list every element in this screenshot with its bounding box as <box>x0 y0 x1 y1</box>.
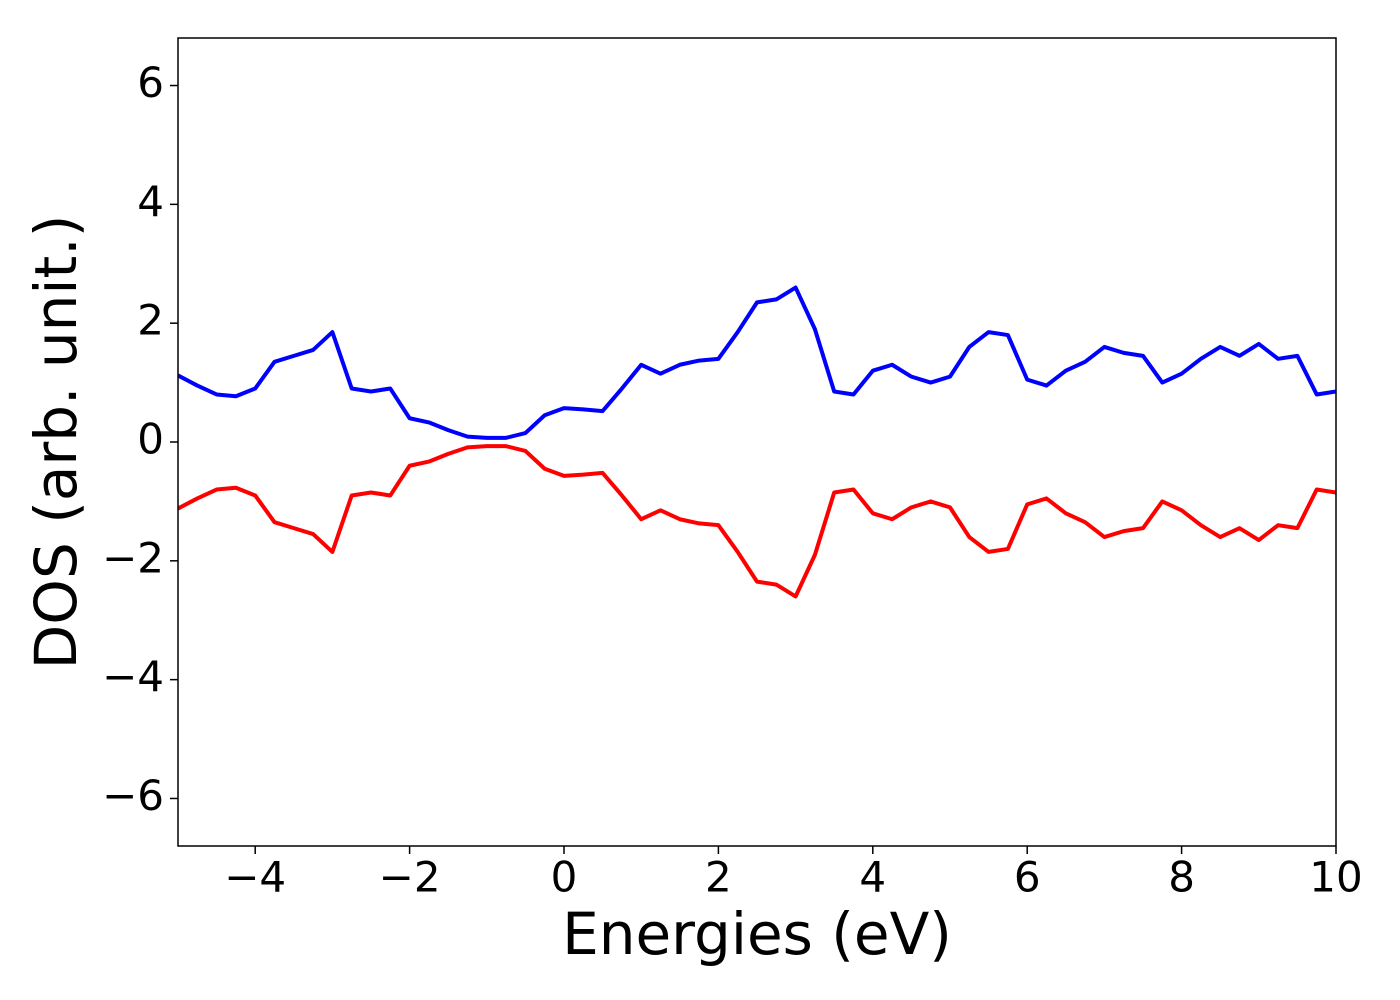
x-tick-label: −2 <box>379 853 441 902</box>
x-tick-label: −4 <box>224 853 286 902</box>
y-tick-label: 2 <box>137 296 164 345</box>
y-tick-label: −2 <box>102 533 164 582</box>
y-axis-label: DOS (arb. unit.) <box>22 215 90 670</box>
x-tick-label: 4 <box>859 853 886 902</box>
y-tick-label: 4 <box>137 177 164 226</box>
y-tick-label: −6 <box>102 771 164 820</box>
x-tick-label: 2 <box>705 853 732 902</box>
y-tick-label: 0 <box>137 415 164 464</box>
x-tick-label: 10 <box>1309 853 1362 902</box>
dos-line <box>178 285 1336 440</box>
y-tick-label: −4 <box>102 652 164 701</box>
y-tick-label: 6 <box>137 58 164 107</box>
x-axis-label: Energies (eV) <box>562 900 952 968</box>
dos-line <box>178 444 1336 599</box>
x-tick-label: 8 <box>1168 853 1195 902</box>
x-tick-label: 6 <box>1014 853 1041 902</box>
plot-frame <box>177 37 1337 847</box>
x-tick-label: 0 <box>551 853 578 902</box>
